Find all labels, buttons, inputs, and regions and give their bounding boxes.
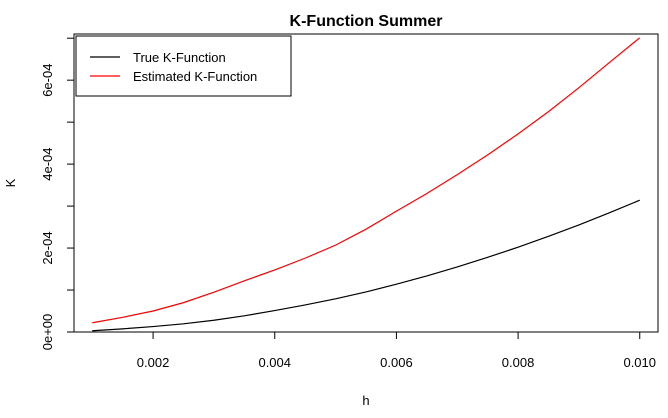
- x-tick-label: 0.004: [258, 355, 291, 370]
- y-tick-label: 6e-04: [40, 64, 55, 97]
- chart-title: K-Function Summer: [290, 13, 443, 30]
- legend-box: [75, 35, 292, 97]
- y-axis-label: K: [3, 178, 18, 187]
- series-line-0: [92, 199, 640, 332]
- x-tick-label: 0.006: [380, 355, 413, 370]
- x-tick-label: 0.008: [502, 355, 535, 370]
- legend-label-0: True K-Function: [133, 50, 226, 65]
- y-tick-label: 4e-04: [40, 147, 55, 180]
- y-tick-label: 0e+00: [40, 314, 55, 351]
- legend: True K-Function Estimated K-Function: [75, 35, 292, 97]
- legend-label-1: Estimated K-Function: [133, 69, 257, 84]
- y-axis: 0e+00 2e-04 4e-04 6e-04: [40, 37, 75, 351]
- y-tick-label: 2e-04: [40, 231, 55, 264]
- series-line-1: [92, 37, 641, 324]
- x-tick-label: 0.002: [137, 355, 170, 370]
- x-tick-label: 0.010: [623, 355, 656, 370]
- x-axis: 0.002 0.004 0.006 0.008 0.010: [137, 331, 656, 370]
- series-layer: [92, 37, 641, 332]
- x-axis-label: h: [362, 393, 369, 408]
